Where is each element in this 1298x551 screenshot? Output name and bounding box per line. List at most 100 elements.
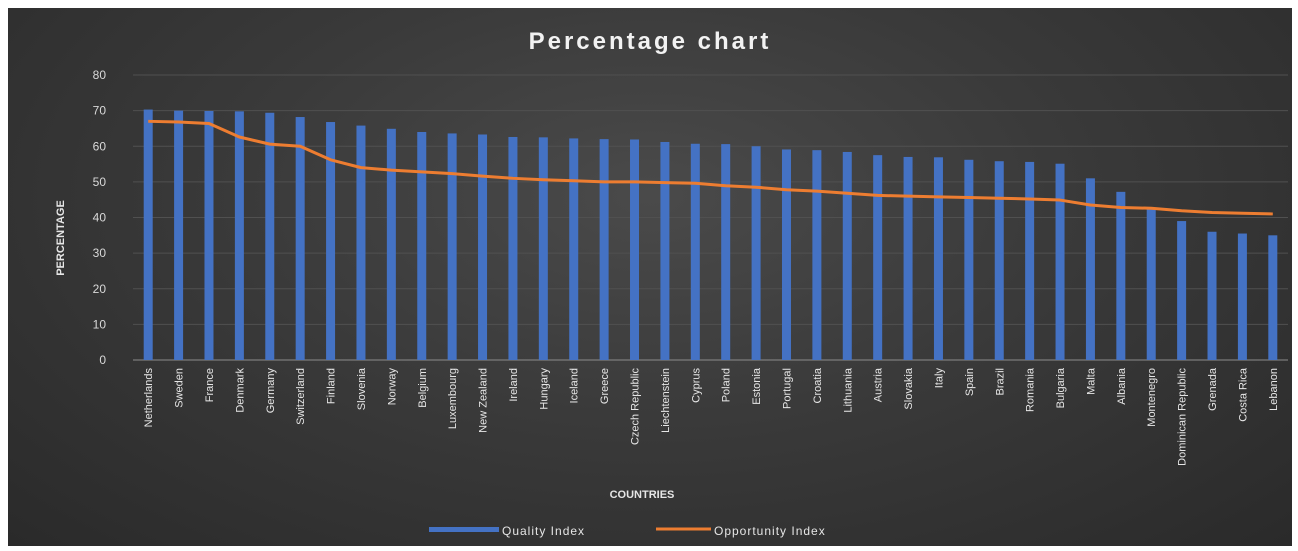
x-tick-label: Hungary <box>538 368 550 410</box>
y-tick-label: 10 <box>93 317 107 331</box>
y-tick-label: 40 <box>93 211 107 225</box>
y-tick-label: 70 <box>93 104 107 118</box>
x-tick-label: Ireland <box>508 368 520 402</box>
bar-estonia <box>751 146 761 360</box>
x-tick-label: Italy <box>933 368 945 389</box>
y-tick-label: 20 <box>93 282 107 296</box>
bar-cyprus <box>690 143 700 360</box>
x-tick-label: Norway <box>386 368 398 406</box>
x-tick-label: Portugal <box>781 368 793 409</box>
bar-germany <box>265 112 275 360</box>
x-tick-label: New Zealand <box>478 368 490 433</box>
gridlines <box>133 74 1288 361</box>
bar-portugal <box>781 149 791 360</box>
y-tick-label: 80 <box>93 68 107 82</box>
chart-title: Percentage chart <box>529 28 772 55</box>
x-tick-label: Malta <box>1085 367 1097 395</box>
bar-brazil <box>994 161 1004 360</box>
x-tick-label: Liechtenstein <box>660 368 672 433</box>
bar-liechtenstein <box>660 141 670 360</box>
legend-label-opportunity-index: Opportunity Index <box>714 524 826 538</box>
x-tick-label: Bulgaria <box>1055 367 1067 408</box>
x-tick-label: Brazil <box>994 368 1006 396</box>
y-tick-label: 0 <box>99 353 106 367</box>
bar-slovenia <box>356 125 366 361</box>
legend-label-quality-index: Quality Index <box>502 524 585 538</box>
x-tick-label: Denmark <box>234 368 246 413</box>
bar-france <box>204 110 214 360</box>
bar-greece <box>599 139 609 360</box>
bar-hungary <box>538 137 548 360</box>
bar-lebanon <box>1268 235 1278 360</box>
bar-belgium <box>417 132 427 360</box>
bar-poland <box>721 144 731 360</box>
bar-costa-rica <box>1237 233 1247 360</box>
chart-svg: Percentage chart 0 10 20 30 40 50 60 70 80 Nethe… <box>55 28 1288 538</box>
x-tick-label: Switzerland <box>295 368 307 425</box>
bar-spain <box>964 159 974 360</box>
x-tick-label: Iceland <box>569 368 581 403</box>
opportunity-index-line <box>148 119 1273 216</box>
bar-netherlands <box>143 109 153 361</box>
bar-croatia <box>812 150 822 360</box>
legend-swatch-quality-index <box>429 527 499 532</box>
bar-albania <box>1116 191 1126 360</box>
x-tick-label: Finland <box>326 368 338 404</box>
x-tick-label: Czech Republic <box>630 368 642 446</box>
bar-czech-republic <box>630 139 640 360</box>
y-tick-label: 50 <box>93 175 107 189</box>
bar-iceland <box>569 138 579 360</box>
bar-montenegro <box>1146 208 1156 360</box>
x-tick-label: Luxembourg <box>447 368 459 429</box>
y-tick-label: 60 <box>93 139 107 153</box>
x-tick-label: Slovenia <box>356 367 368 410</box>
bar-slovakia <box>903 156 913 360</box>
x-tick-label: Estonia <box>751 367 763 405</box>
bar-sweden <box>174 110 184 360</box>
bar-austria <box>873 155 883 360</box>
x-tick-label: Greece <box>599 368 611 404</box>
x-tick-label: Germany <box>265 368 277 414</box>
y-axis-title: PERCENTAGE <box>55 200 67 276</box>
bar-bulgaria <box>1055 163 1065 360</box>
x-tick-label: Montenegro <box>1146 368 1158 427</box>
x-tick-label: Lebanon <box>1268 368 1280 411</box>
bar-luxembourg <box>447 133 457 360</box>
x-axis-title: COUNTRIES <box>610 489 675 501</box>
x-tick-label: Croatia <box>812 367 824 403</box>
x-tick-label: Sweden <box>174 368 186 408</box>
x-tick-label: Belgium <box>417 368 429 408</box>
bar-lithuania <box>842 151 852 360</box>
y-tick-label: 30 <box>93 246 107 260</box>
bar-malta <box>1085 178 1095 360</box>
bar-romania <box>1025 161 1035 360</box>
x-tick-label: Dominican Republic <box>1177 368 1189 466</box>
bar-finland <box>326 122 336 361</box>
opportunity-index-line-group <box>148 119 1273 216</box>
x-tick-label: France <box>204 368 216 402</box>
bar-denmark <box>234 111 244 361</box>
bar-dominican-republic <box>1177 221 1187 360</box>
quality-index-bars <box>143 109 1278 361</box>
x-tick-label: Lithuania <box>842 367 854 413</box>
x-tick-label: Netherlands <box>143 368 155 428</box>
x-tick-label: Grenada <box>1207 367 1219 411</box>
x-tick-label: Austria <box>873 367 885 402</box>
x-axis-category-labels: Netherlands Sweden France Denmark Germany Swi… <box>143 367 1280 466</box>
x-tick-label: Cyprus <box>690 368 702 403</box>
x-tick-label: Albania <box>1116 367 1128 405</box>
bar-grenada <box>1207 231 1217 360</box>
x-tick-label: Costa Rica <box>1237 367 1249 422</box>
x-tick-label: Slovakia <box>903 367 915 409</box>
x-tick-label: Spain <box>964 368 976 396</box>
bar-switzerland <box>295 117 305 360</box>
legend: Quality Index Opportunity Index <box>429 524 826 538</box>
bar-ireland <box>508 136 518 360</box>
chart-container: Percentage chart 0 10 20 30 40 50 60 70 80 Nethe… <box>8 8 1292 546</box>
bar-norway <box>386 128 396 360</box>
x-tick-label: Poland <box>721 368 733 402</box>
x-tick-label: Romania <box>1025 367 1037 412</box>
bar-new-zealand <box>478 134 488 360</box>
bar-italy <box>933 157 943 360</box>
y-axis-ticks: 0 10 20 30 40 50 60 70 80 <box>93 68 107 367</box>
